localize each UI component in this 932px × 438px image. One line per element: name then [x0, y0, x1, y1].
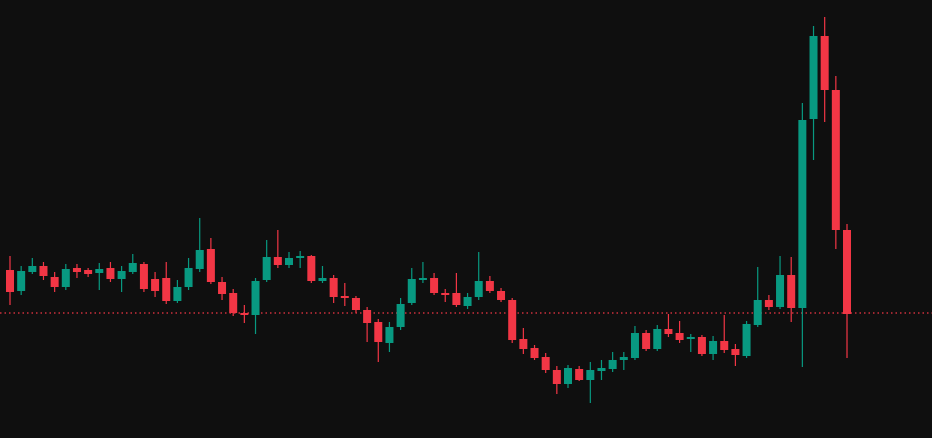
candle-body: [463, 297, 472, 306]
candle-body: [296, 256, 305, 258]
candle-body: [787, 275, 796, 308]
candle-body: [843, 230, 851, 314]
candle-body: [820, 36, 829, 90]
candle-body: [418, 278, 427, 280]
candle-body: [441, 293, 450, 295]
candle-body: [753, 300, 762, 325]
candle-body: [776, 275, 785, 307]
candle-body: [173, 287, 182, 301]
candle-body: [396, 304, 405, 327]
candle-body: [485, 281, 494, 291]
candle-body: [229, 293, 238, 313]
candle-body: [61, 269, 70, 287]
candle-body: [385, 327, 394, 343]
candle-body: [262, 257, 271, 280]
candle-body: [39, 266, 48, 276]
candle-body: [430, 278, 439, 293]
candle-body: [675, 333, 684, 340]
candle-body: [608, 360, 617, 369]
candle-body: [407, 279, 416, 303]
candle-body: [6, 270, 14, 292]
candle-body: [95, 269, 104, 273]
candle-body: [798, 120, 807, 308]
candle-body: [106, 268, 115, 279]
candle-body: [697, 337, 706, 354]
candle-body: [307, 256, 316, 281]
candle-body: [184, 268, 193, 287]
candle-body: [519, 339, 528, 349]
candle-body: [72, 268, 81, 272]
candle-body: [642, 333, 651, 349]
candle-body: [251, 281, 260, 315]
candle-body: [831, 90, 840, 230]
candle-body: [809, 36, 818, 119]
candle-body: [731, 349, 740, 355]
candle-body: [720, 341, 729, 350]
candle-body: [586, 370, 595, 380]
candle-body: [630, 333, 639, 358]
candle-body: [50, 277, 59, 287]
candle-body: [273, 257, 282, 265]
candle-body: [128, 263, 137, 272]
candle-body: [575, 369, 584, 380]
candle-body: [374, 322, 383, 342]
candle-body: [28, 266, 37, 272]
candle-body: [17, 271, 26, 291]
candle-body: [764, 300, 773, 307]
candle-body: [653, 329, 662, 349]
candle-body: [452, 293, 461, 305]
candle-body: [497, 291, 506, 300]
candle-body: [218, 282, 227, 294]
candle-body: [597, 368, 606, 371]
candle-body: [351, 298, 360, 310]
candle-body: [552, 370, 561, 384]
candle-body: [117, 271, 126, 279]
candle-body: [285, 258, 293, 265]
candle-body: [619, 357, 628, 360]
candle-body: [474, 281, 483, 297]
candle-body: [363, 310, 372, 323]
candle-body: [139, 264, 148, 289]
candle-body: [709, 341, 718, 354]
candle-body: [564, 368, 572, 384]
candle-body: [664, 329, 673, 334]
candle-body: [508, 300, 517, 340]
candle-body: [742, 324, 751, 356]
candle-body: [318, 278, 327, 281]
candle-body: [530, 348, 539, 358]
candle-body: [84, 270, 93, 274]
candle-body: [541, 357, 550, 370]
candle-body: [340, 296, 349, 298]
candle-body: [195, 250, 204, 269]
candle-body: [240, 313, 249, 315]
candle-body: [151, 279, 160, 291]
candle-body: [162, 278, 171, 301]
candle-body: [206, 249, 215, 282]
candle-body: [686, 337, 695, 339]
candle-body: [329, 278, 338, 297]
